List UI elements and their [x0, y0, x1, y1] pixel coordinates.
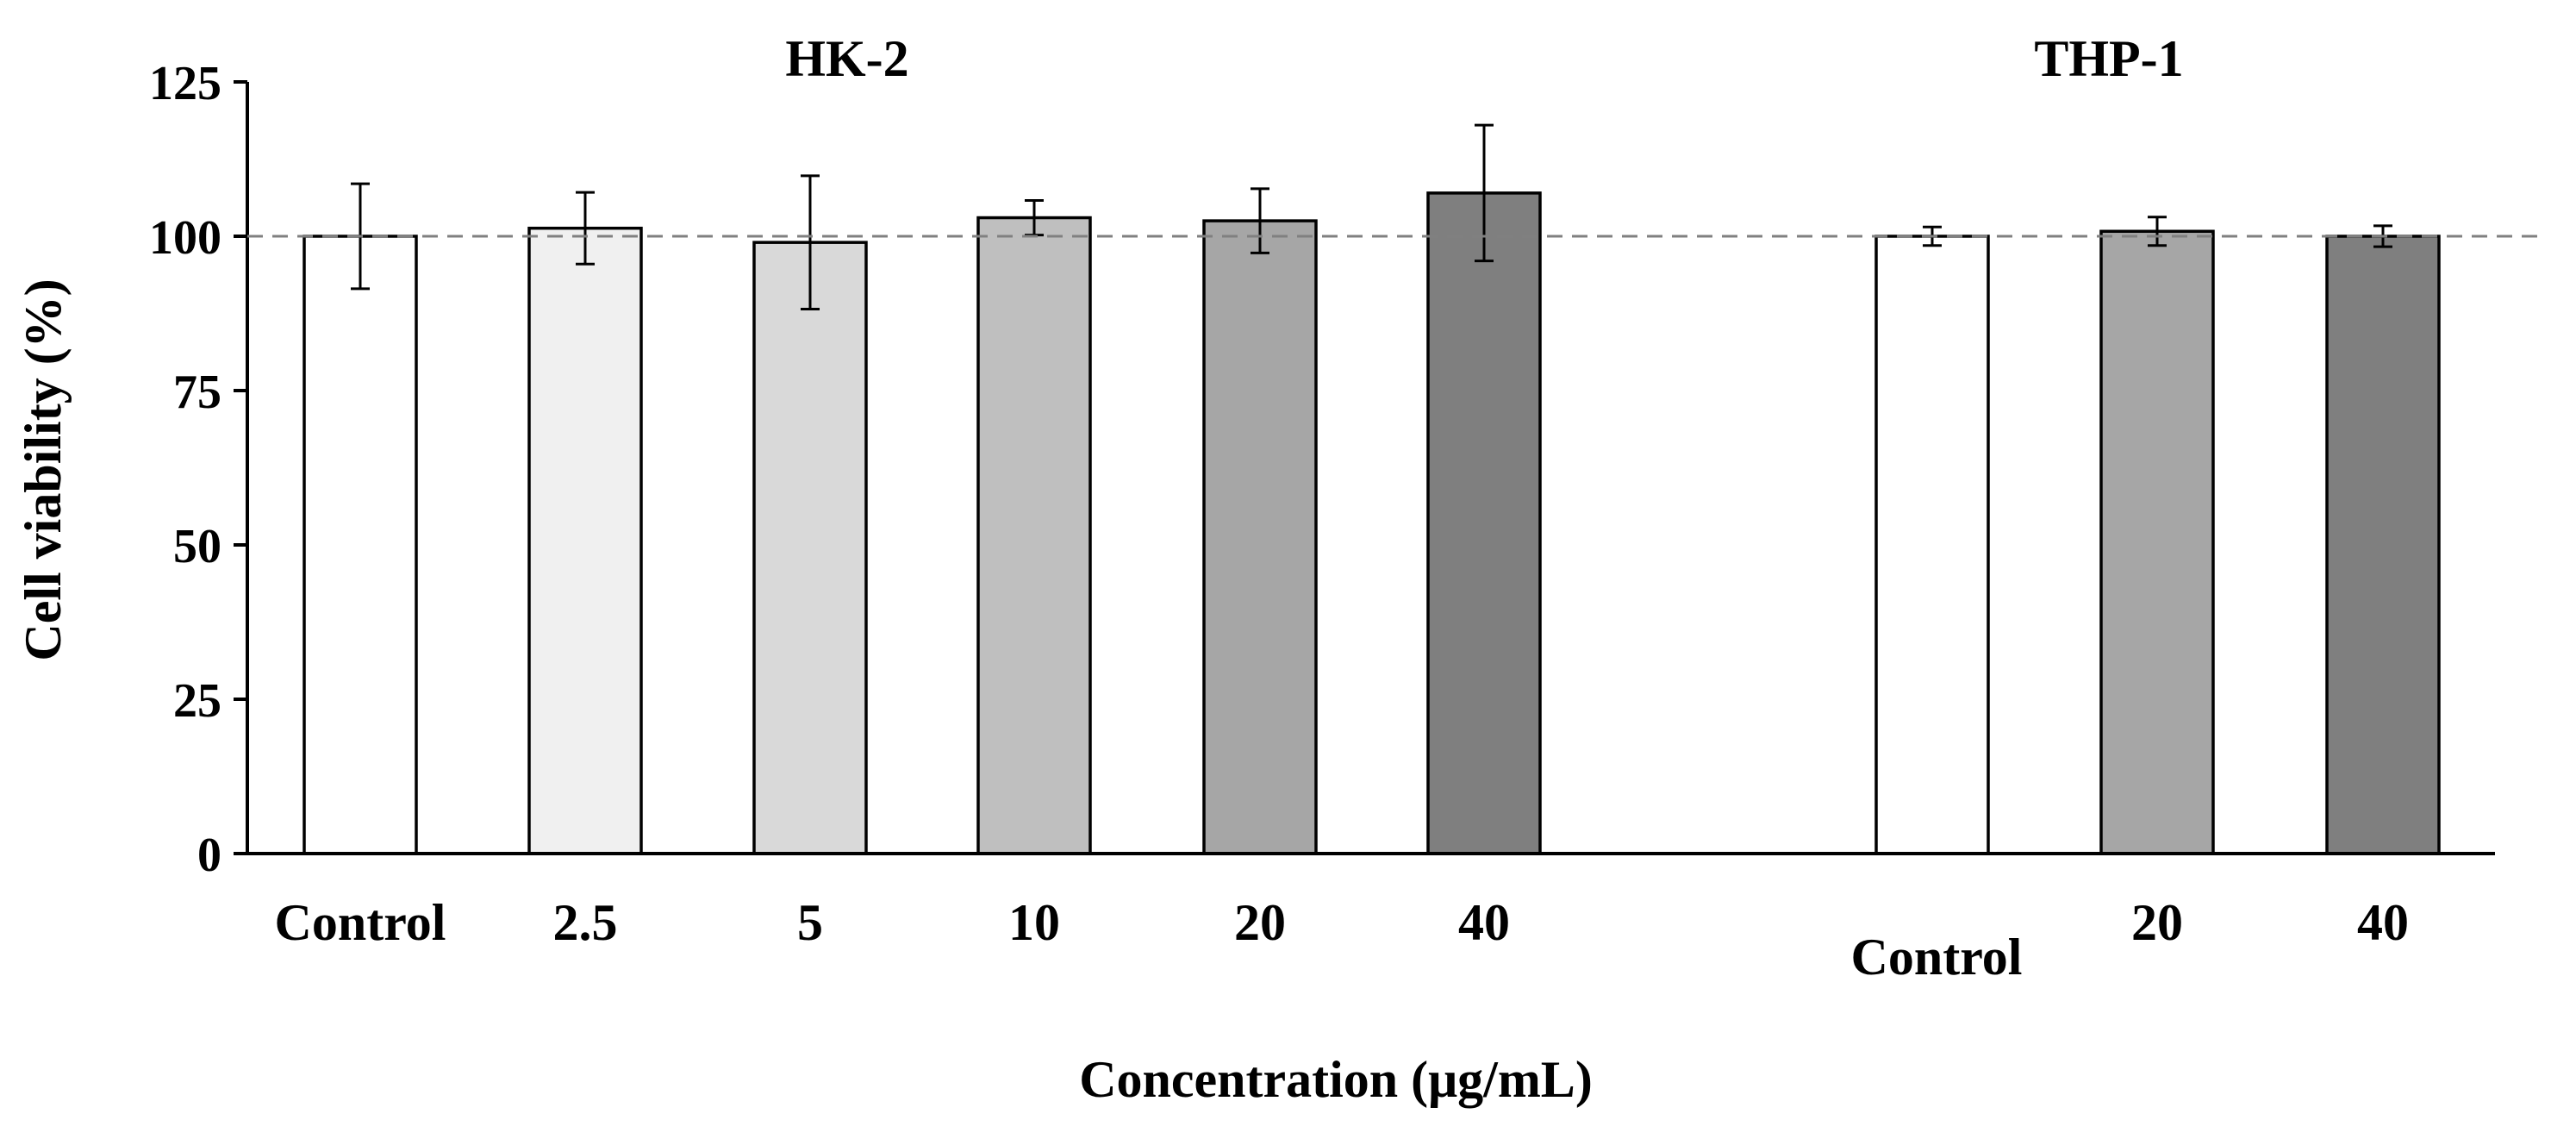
x-tick-label: 20	[1234, 894, 1286, 951]
y-tick-label: 50	[173, 520, 221, 573]
bar	[1874, 235, 1990, 855]
x-tick-label: 40	[2357, 894, 2409, 951]
bar	[1426, 191, 1542, 855]
bar	[976, 216, 1092, 855]
bar	[303, 235, 418, 855]
bar	[1202, 219, 1318, 855]
bar	[2325, 235, 2441, 855]
y-tick-label: 75	[173, 366, 221, 419]
group-title: THP-1	[2034, 30, 2183, 87]
x-tick-label: 5	[797, 894, 823, 951]
x-tick-label: 40	[1458, 894, 1510, 951]
x-axis-label: Concentration (μg/mL)	[1079, 1051, 1593, 1108]
x-tick-label: 2.5	[553, 894, 618, 951]
y-tick-label: 125	[149, 57, 221, 110]
y-tick-label: 100	[149, 211, 221, 265]
bar	[527, 226, 643, 855]
y-tick-label: 0	[197, 829, 221, 882]
plot-area: 0 25 50 75 100 125 Control 2.5 5 10 20 40 HK-2 Contro…	[149, 30, 2547, 985]
x-tick-label: Control	[1851, 929, 2023, 985]
x-tick-label: 10	[1008, 894, 1060, 951]
group-title: HK-2	[785, 30, 908, 87]
bar	[2099, 229, 2215, 855]
x-tick-label: 20	[2131, 894, 2183, 951]
bar	[752, 241, 868, 855]
y-axis-label: Cell viability (%)	[15, 278, 72, 660]
x-tick-label: Control	[275, 894, 446, 951]
y-tick-label: 25	[173, 674, 221, 728]
